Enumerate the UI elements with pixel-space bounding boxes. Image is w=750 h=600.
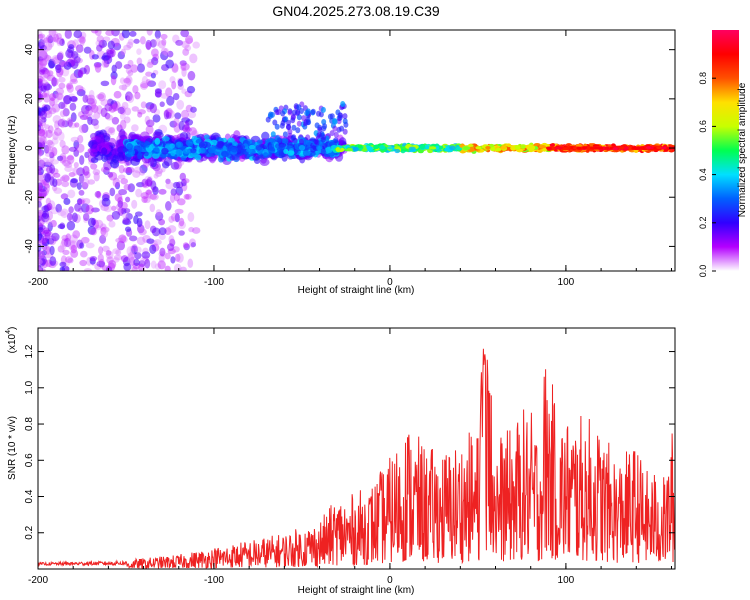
y-tick-label: 0.2 [24, 525, 35, 539]
y-tick-label: 1.2 [24, 344, 35, 358]
colorbar-tick-label: 0.8 [698, 72, 708, 85]
colorbar: 0.0 0.2 0.4 0.6 0.8 Normalized spectral ampl… [698, 30, 748, 277]
y-tick-label: -20 [24, 190, 35, 205]
snr-xlabel: Height of straight line (km) [298, 585, 415, 596]
x-tick-label: -200 [28, 575, 48, 586]
snr-multiplier: (x104) [5, 327, 18, 354]
colorbar-tick-label: 0.2 [698, 217, 708, 230]
spectrogram-frame [37, 29, 676, 272]
y-tick-label: 0.4 [24, 489, 35, 503]
x-tick-label: 0 [387, 575, 393, 586]
colorbar-gradient [712, 30, 739, 271]
x-tick-label: 100 [558, 277, 575, 288]
x-tick-label: -100 [204, 575, 224, 586]
svg-text:(x104): (x104) [5, 327, 18, 354]
snr-frame [37, 327, 676, 570]
colorbar-tick-label: 0.6 [698, 120, 708, 133]
y-tick-label: 40 [24, 44, 35, 56]
y-tick-label: 1.0 [24, 380, 35, 394]
spectrogram-image [38, 30, 675, 271]
colorbar-tick-label: 0.4 [698, 168, 708, 181]
x-tick-label: -200 [28, 277, 48, 288]
snr-panel: -200 -100 0 100 0.2 0.4 0.6 0.8 1.0 1.2 Height of… [5, 327, 676, 596]
chart-title: GN04.2025.273.08.19.C39 [272, 3, 440, 19]
snr-multiplier-base: (x10 [7, 333, 18, 353]
colorbar-tick-label: 0.0 [698, 265, 708, 278]
snr-ylabel: SNR (10 * v/v) [7, 416, 18, 480]
y-tick-label: 0.6 [24, 453, 35, 467]
y-tick-label: -40 [24, 239, 35, 254]
colorbar-ticks: 0.0 0.2 0.4 0.6 0.8 [698, 72, 716, 277]
snr-series-line [38, 348, 675, 569]
y-tick-label: 0 [24, 145, 35, 151]
x-tick-label: 0 [387, 277, 393, 288]
snr-multiplier-exp: 4 [5, 330, 12, 334]
y-tick-label: 0.8 [24, 417, 35, 431]
x-tick-label: -100 [204, 277, 224, 288]
snr-axes: -200 -100 0 100 0.2 0.4 0.6 0.8 1.0 1.2 [24, 328, 675, 586]
spectrogram-xlabel: Height of straight line (km) [298, 285, 415, 296]
spectrogram-ylabel: Frequency (Hz) [7, 116, 18, 185]
colorbar-label: Normalized spectral amplitude [737, 82, 748, 217]
x-tick-label: 100 [558, 575, 575, 586]
y-tick-label: 20 [24, 93, 35, 105]
